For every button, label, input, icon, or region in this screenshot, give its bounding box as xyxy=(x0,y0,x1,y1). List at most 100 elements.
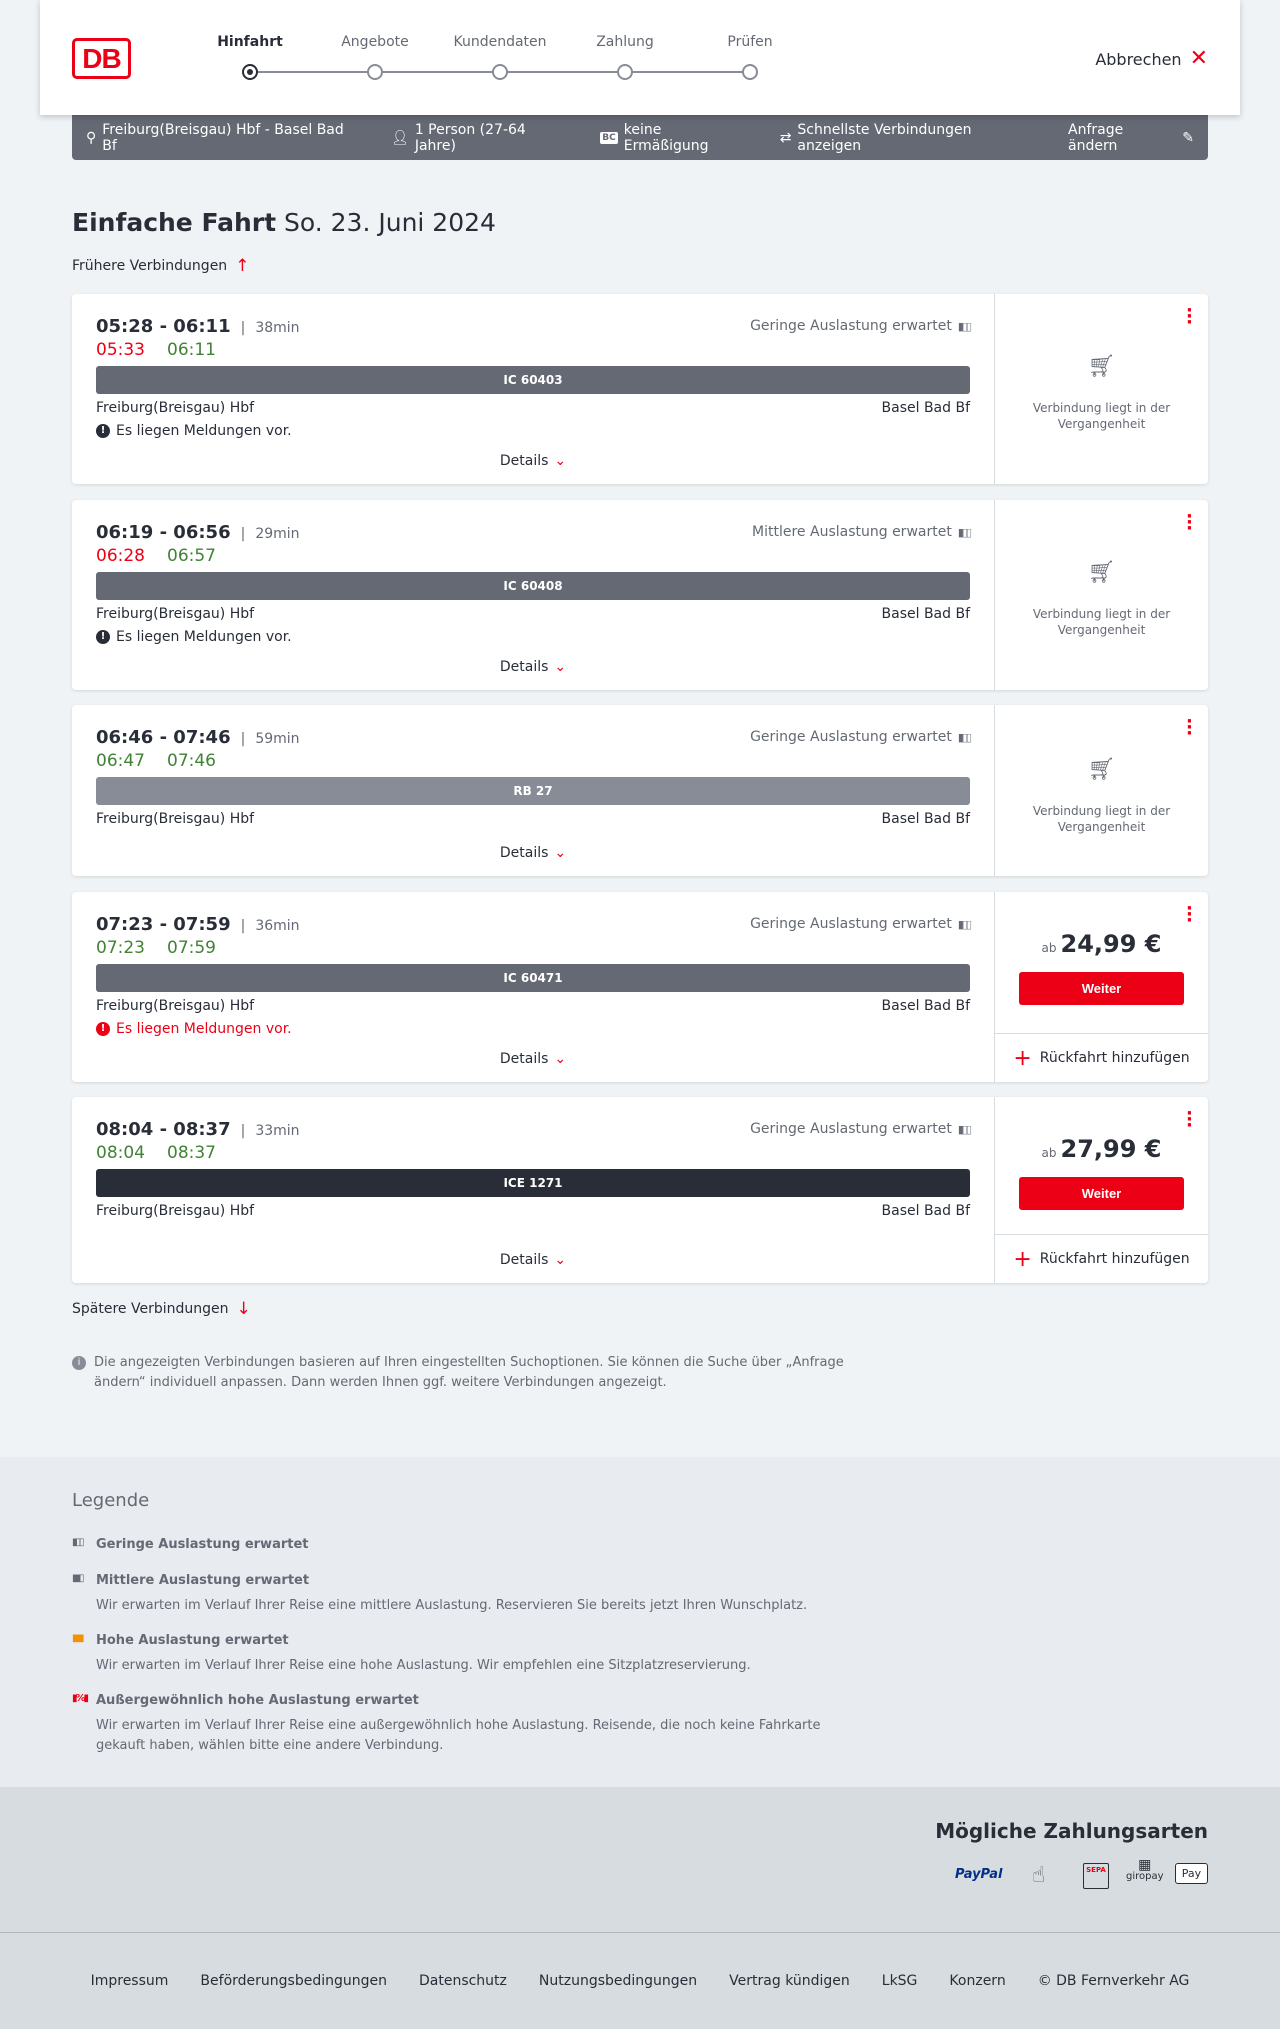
occupancy-level-icon: ▮▯▯ xyxy=(72,1537,85,1548)
route-text: Freiburg(Breisgau) Hbf - Basel Bad Bf xyxy=(102,121,344,154)
later-connections-link[interactable]: Spätere Verbindungen ↓ xyxy=(72,1301,251,1318)
legend-item-title: Mittlere Auslastung erwartet xyxy=(96,1573,310,1588)
footer-link[interactable]: Beförderungsbedingungen xyxy=(200,1973,387,1989)
arrival-station: Basel Bad Bf xyxy=(881,811,970,827)
footer-link[interactable]: © DB Fernverkehr AG xyxy=(1037,1973,1190,1989)
train-bar[interactable]: ICE 1271 xyxy=(96,1169,970,1197)
planned-times: 06:46 - 07:46 xyxy=(96,727,231,748)
connection-details: 05:28 - 06:11 38min Geringe Auslastung erw… xyxy=(72,294,994,484)
offer-panel: · · · 🛒︎ Verbindung liegt in der Vergangenhe… xyxy=(994,705,1208,876)
connection-details: 07:23 - 07:59 36min Geringe Auslastung erw… xyxy=(72,892,994,1082)
footer-link[interactable]: LkSG xyxy=(881,1973,918,1989)
realtime-times: 07:23 07:59 xyxy=(96,938,238,958)
train-bar[interactable]: IC 60408 xyxy=(96,572,970,600)
close-icon: ✕ xyxy=(1189,46,1208,71)
chevron-down-icon: ⌄ xyxy=(554,1051,567,1067)
details-toggle[interactable]: Details ⌄ xyxy=(72,453,994,469)
change-request-button[interactable]: Anfrage ändern ✎ xyxy=(1068,122,1194,154)
footer-link[interactable]: Konzern xyxy=(949,1973,1006,1989)
progress-stepper: Hinfahrt Angebote Kundendaten Zahlung Prüfen xyxy=(180,34,800,84)
more-options-icon[interactable]: · · · xyxy=(1186,300,1193,333)
connection-details: 08:04 - 08:37 33min Geringe Auslastung erw… xyxy=(72,1097,994,1283)
train-bar[interactable]: IC 60403 xyxy=(96,366,970,394)
train-bar[interactable]: IC 60471 xyxy=(96,964,970,992)
legend-item: ▮▯▯ Geringe Auslastung erwartet xyxy=(72,1537,872,1552)
legend-item-text: Wir erwarten im Verlauf Ihrer Reise eine… xyxy=(96,1658,751,1673)
search-summary-bar: ⚲ Freiburg(Breisgau) Hbf - Basel Bad Bf 👤… xyxy=(72,115,1208,160)
step-indicator[interactable] xyxy=(242,64,258,80)
footer-link[interactable]: Impressum xyxy=(90,1973,169,1989)
trip-type: Einfache Fahrt xyxy=(72,208,277,237)
details-label: Details xyxy=(499,1051,549,1067)
continue-button[interactable]: Weiter xyxy=(1019,972,1184,1005)
add-return-trip-button[interactable]: + Rückfahrt hinzufügen xyxy=(995,1234,1208,1283)
realtime-departure: 08:04 xyxy=(96,1143,145,1163)
step-prüfen[interactable]: Prüfen xyxy=(727,34,773,50)
info-icon: i xyxy=(72,1356,86,1370)
details-toggle[interactable]: Details ⌄ xyxy=(72,1051,994,1067)
footer-link[interactable]: Vertrag kündigen xyxy=(729,1973,850,1989)
details-toggle[interactable]: Details ⌄ xyxy=(72,659,994,675)
footer-link[interactable]: Datenschutz xyxy=(418,1973,507,1989)
duration: 29min xyxy=(241,526,300,542)
train-bar[interactable]: RB 27 xyxy=(96,777,970,805)
notice-message[interactable]: ! Es liegen Meldungen vor. xyxy=(96,629,292,645)
continue-button[interactable]: Weiter xyxy=(1019,1177,1184,1210)
occupancy-level-icon: ▮▮▮ xyxy=(72,1633,85,1644)
more-options-icon[interactable]: · · · xyxy=(1186,506,1193,539)
connection-time: 06:19 - 06:56 29min xyxy=(96,522,300,543)
step-indicator[interactable] xyxy=(617,64,633,80)
legend-item-text: Wir erwarten im Verlauf Ihrer Reise eine… xyxy=(96,1718,821,1753)
step-zahlung[interactable]: Zahlung xyxy=(596,34,654,50)
persons-text: 1 Person (27-64 Jahre) xyxy=(414,121,526,154)
occupancy-info: Mittlere Auslastung erwartet ▮▯▯ xyxy=(752,524,972,540)
realtime-arrival: 06:11 xyxy=(167,340,216,360)
exclamation-icon: ! xyxy=(96,630,110,644)
past-connection-note: Verbindung liegt in der Vergangenheit xyxy=(1032,804,1171,834)
details-toggle[interactable]: Details ⌄ xyxy=(72,845,994,861)
step-angebote[interactable]: Angebote xyxy=(341,34,409,50)
realtime-arrival: 06:57 xyxy=(167,546,216,566)
earlier-label: Frühere Verbindungen xyxy=(72,258,228,274)
offer-panel: · · · ab 24,99 € Weiter + Rückfahrt hinzufügen xyxy=(994,892,1208,1082)
add-return-trip-button[interactable]: + Rückfahrt hinzufügen xyxy=(995,1033,1208,1082)
chevron-down-icon: ⌄ xyxy=(554,659,567,675)
fastest-toggle[interactable]: ⇄ Schnellste Verbindungen anzeigen xyxy=(780,122,1038,154)
occupancy-label: Geringe Auslastung erwartet xyxy=(750,729,952,745)
step-indicator[interactable] xyxy=(492,64,508,80)
info-text: Die angezeigten Verbindungen basieren au… xyxy=(94,1355,844,1390)
legend-item-title: Außergewöhnlich hohe Auslastung erwartet xyxy=(96,1693,419,1708)
step-indicator[interactable] xyxy=(742,64,758,80)
duration: 36min xyxy=(241,918,300,934)
pencil-icon: ✎ xyxy=(1182,129,1194,146)
realtime-departure: 06:28 xyxy=(96,546,145,566)
occupancy-level-icon: ▮%▮ xyxy=(72,1693,89,1704)
notice-text: Es liegen Meldungen vor. xyxy=(116,1021,292,1037)
more-options-icon[interactable]: · · · xyxy=(1186,1103,1193,1136)
planned-times: 06:19 - 06:56 xyxy=(96,522,231,543)
planned-times: 07:23 - 07:59 xyxy=(96,914,231,935)
more-options-icon[interactable]: · · · xyxy=(1186,711,1193,744)
chevron-down-icon: ⌄ xyxy=(554,1252,567,1268)
details-label: Details xyxy=(499,659,549,675)
more-options-icon[interactable]: · · · xyxy=(1186,898,1193,931)
notice-message[interactable]: ! Es liegen Meldungen vor. xyxy=(96,423,292,439)
past-connection-note: Verbindung liegt in der Vergangenheit xyxy=(1032,401,1171,431)
db-logo[interactable]: DB xyxy=(72,38,131,79)
step-kundendaten[interactable]: Kundendaten xyxy=(453,34,547,50)
footer-link[interactable]: Nutzungsbedingungen xyxy=(538,1973,698,1989)
step-hinfahrt[interactable]: Hinfahrt xyxy=(217,34,283,50)
legend-item-title: Geringe Auslastung erwartet xyxy=(96,1537,309,1552)
plus-icon: + xyxy=(1013,1246,1032,1272)
realtime-departure: 07:23 xyxy=(96,938,145,958)
occupancy-label: Geringe Auslastung erwartet xyxy=(750,916,952,932)
cancel-button[interactable]: Abbrechen ✕ xyxy=(1095,48,1208,70)
notice-message[interactable]: ! Es liegen Meldungen vor. xyxy=(96,1021,292,1037)
details-toggle[interactable]: Details ⌄ xyxy=(72,1252,994,1268)
legend-item: ▮%▮ Außergewöhnlich hohe Auslastung erwar… xyxy=(72,1693,872,1756)
price-prefix: ab xyxy=(1041,941,1057,955)
departure-station: Freiburg(Breisgau) Hbf xyxy=(96,998,255,1014)
earlier-connections-link[interactable]: Frühere Verbindungen ↑ xyxy=(72,258,249,275)
step-indicator[interactable] xyxy=(367,64,383,80)
realtime-arrival: 07:46 xyxy=(167,751,216,771)
